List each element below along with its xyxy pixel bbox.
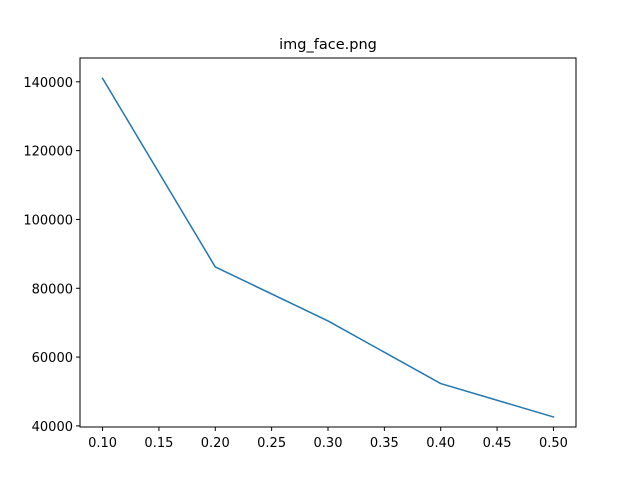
chart-title: img_face.png [279,37,377,53]
x-tick-label: 0.50 [539,436,568,451]
x-tick-label: 0.45 [483,436,512,451]
y-tick-label: 140000 [23,76,73,91]
x-tick-label: 0.30 [314,436,343,451]
x-tick-label: 0.25 [257,436,286,451]
x-axis: 0.10 0.15 0.20 0.25 0.30 0.35 0.40 0.45 0.50 [88,427,568,451]
x-tick-label: 0.15 [144,436,173,451]
y-tick-label: 80000 [32,282,73,297]
x-tick-label: 0.10 [88,436,117,451]
plot-area [101,77,555,418]
y-tick-label: 40000 [32,420,73,435]
x-tick-label: 0.35 [370,436,399,451]
series-line-0 [101,77,555,418]
y-tick-label: 120000 [23,145,73,160]
x-tick-label: 0.40 [426,436,455,451]
y-tick-label: 60000 [32,351,73,366]
x-tick-label: 0.20 [201,436,230,451]
y-tick-label: 100000 [23,213,73,228]
y-axis: 40000 60000 80000 100000 120000 140000 [23,76,80,435]
